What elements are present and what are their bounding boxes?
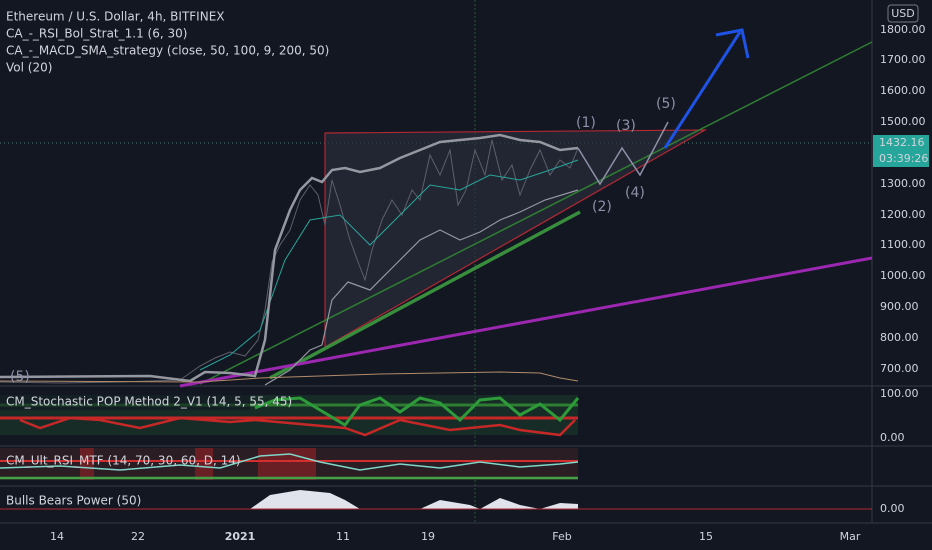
volume-average <box>0 371 579 383</box>
pane-label[interactable]: Bulls Bears Power (50) <box>6 494 141 508</box>
bulls-area <box>420 498 578 509</box>
rsi-highlight <box>258 448 316 480</box>
price-label: 900.00 <box>880 300 919 313</box>
trend-line-green <box>199 41 873 385</box>
wave-label: (3) <box>616 118 636 134</box>
bulls-area <box>250 490 360 509</box>
trend-line-green-thick <box>269 210 581 380</box>
price-label: 700.00 <box>880 362 919 375</box>
rsi-highlight <box>80 448 94 480</box>
indicator-label[interactable]: Vol (20) <box>6 61 52 75</box>
wave-label: (5) <box>656 96 676 112</box>
arrow-head <box>715 28 750 59</box>
wave-label: (4) <box>625 185 645 201</box>
price-label: 1500.00 <box>880 115 926 128</box>
price-label: 1200.00 <box>880 208 926 221</box>
wave-projection <box>577 121 669 186</box>
pane-label[interactable]: CM_Ult_RSI_MTF (14, 70, 30, 60, D, 14) <box>6 454 241 468</box>
symbol-title[interactable]: Ethereum / U.S. Dollar, 4h, BITFINEX <box>6 10 225 24</box>
bollinger-lower <box>264 189 579 386</box>
wave-label: (1) <box>576 115 596 131</box>
countdown: 03:39:26 <box>879 152 928 165</box>
price-label: 800.00 <box>880 331 919 344</box>
stoch-line <box>254 396 580 427</box>
moving-average <box>199 159 579 371</box>
price-label: 1600.00 <box>880 84 926 97</box>
time-label: 14 <box>50 530 64 543</box>
label-bg <box>0 392 250 410</box>
current-price-box <box>873 135 929 167</box>
currency-label[interactable]: USD <box>891 7 915 20</box>
time-label: Feb <box>552 530 571 543</box>
rsi-line <box>0 453 579 471</box>
pane-axis-label: 0.00 <box>880 431 905 444</box>
rsi-highlight <box>195 448 213 480</box>
indicator-label[interactable]: CA_-_MACD_SMA_strategy (close, 50, 100, … <box>6 44 329 58</box>
arrow-shaft <box>663 31 742 149</box>
wave-label: (2) <box>592 199 612 215</box>
price-label: 1700.00 <box>880 53 926 66</box>
stoch-line-red <box>19 416 576 437</box>
wave-label: (5) <box>10 369 30 385</box>
price-label: 1800.00 <box>880 23 926 36</box>
time-label: 2021 <box>225 530 256 543</box>
triangle-pattern <box>324 129 708 349</box>
time-label: 19 <box>421 530 435 543</box>
time-label: Mar <box>840 530 861 543</box>
price-label: 1100.00 <box>880 238 926 251</box>
price-label: 1000.00 <box>880 269 926 282</box>
price-label: 1300.00 <box>880 177 926 190</box>
bollinger-upper <box>0 133 579 383</box>
currency-button[interactable] <box>887 4 919 23</box>
time-label: 15 <box>699 530 713 543</box>
time-label: 11 <box>336 530 350 543</box>
price-line-series <box>0 139 579 384</box>
indicator-label[interactable]: CA_-_RSI_Bol_Strat_1.1 (6, 30) <box>6 27 187 41</box>
time-label: 22 <box>131 530 145 543</box>
pane-axis-label: 0.00 <box>880 502 905 515</box>
current-price: 1432.16 <box>879 136 925 149</box>
pane-axis-label: 100.00 <box>880 387 919 400</box>
pane-label[interactable]: CM_Stochastic POP Method 2_V1 (14, 5, 55… <box>6 395 292 409</box>
